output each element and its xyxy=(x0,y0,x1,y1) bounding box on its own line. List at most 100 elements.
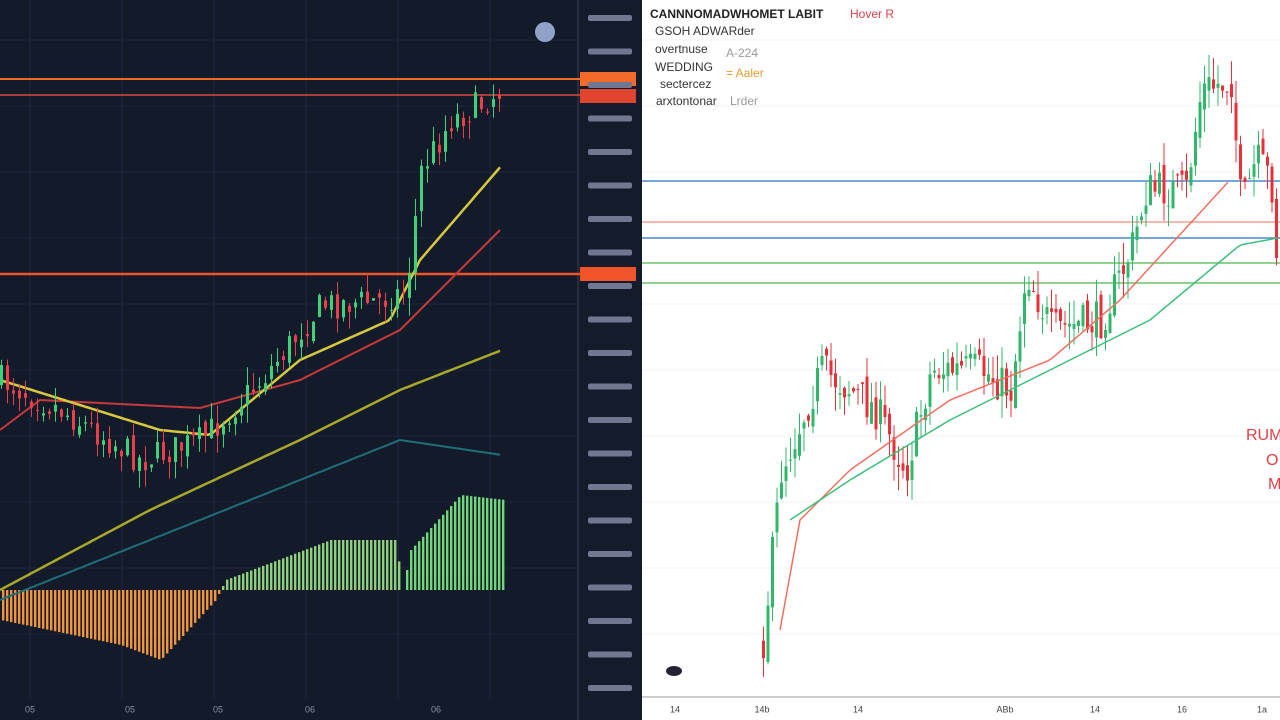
histogram-bar xyxy=(114,590,117,644)
candle-body xyxy=(90,422,93,424)
candle-body xyxy=(802,422,806,429)
candle-body xyxy=(414,216,417,273)
candle-body xyxy=(1063,323,1067,325)
candle-body xyxy=(180,442,183,451)
candle-body xyxy=(955,363,959,375)
histogram-bar xyxy=(134,590,137,651)
histogram-bar xyxy=(246,572,249,590)
axis-label xyxy=(588,182,632,189)
candle-body xyxy=(843,387,846,398)
candle-body xyxy=(306,333,309,337)
candle-body xyxy=(354,302,357,308)
candle-body xyxy=(468,121,471,123)
axis-label xyxy=(588,115,632,122)
candle-body xyxy=(919,415,923,417)
histogram-bar xyxy=(278,559,281,590)
candle-body xyxy=(1243,177,1247,182)
candle-body xyxy=(991,378,995,383)
candle-body xyxy=(252,389,255,392)
axis-label xyxy=(588,618,632,624)
axis-label xyxy=(588,383,632,390)
x-tick-label: 05 xyxy=(213,704,223,714)
candle-body xyxy=(270,365,273,380)
candle-body xyxy=(264,383,267,392)
candle-body xyxy=(216,423,219,436)
candle-body xyxy=(1000,367,1004,397)
candle-body xyxy=(408,272,411,298)
histogram-bar xyxy=(374,540,377,590)
histogram-bar xyxy=(6,590,9,622)
histogram-bar xyxy=(202,590,205,615)
histogram-bar xyxy=(306,549,309,590)
candle-body xyxy=(192,431,195,436)
x-tick-label: 14 xyxy=(1090,704,1100,714)
candle-body xyxy=(1207,77,1211,91)
histogram-bar xyxy=(334,540,337,590)
axis-label xyxy=(588,651,632,658)
candle-body xyxy=(924,408,927,421)
candle-body xyxy=(973,353,977,360)
histogram-bar xyxy=(166,590,169,654)
candle-body xyxy=(294,335,297,343)
histogram-bar xyxy=(314,546,317,590)
candle-body xyxy=(102,440,105,445)
histogram-bar xyxy=(398,561,401,590)
histogram-bar xyxy=(230,578,233,590)
candle-body xyxy=(372,298,375,301)
candle-body xyxy=(969,353,972,359)
candle-body xyxy=(1171,181,1175,209)
candle-body xyxy=(1135,226,1139,241)
candle-body xyxy=(450,128,453,132)
candle-body xyxy=(498,94,501,99)
moving-average xyxy=(0,349,501,592)
candle-body xyxy=(126,438,129,456)
axis-label xyxy=(588,685,632,691)
candle-body xyxy=(798,434,801,456)
x-tick-label: 06 xyxy=(305,704,315,714)
candle-body xyxy=(486,111,489,113)
logo xyxy=(666,666,682,676)
histogram-bar xyxy=(310,547,313,590)
candle-body xyxy=(1239,144,1242,180)
candle-body xyxy=(1176,174,1179,176)
candle-body xyxy=(874,397,878,430)
histogram-bar xyxy=(22,590,25,625)
axis-label xyxy=(588,283,632,289)
histogram-bar xyxy=(150,590,153,657)
histogram-bar xyxy=(434,523,437,590)
histogram-bar xyxy=(470,496,473,590)
histogram-bar xyxy=(290,555,293,590)
histogram-bar xyxy=(214,590,217,602)
histogram-bar xyxy=(430,528,433,590)
candle-body xyxy=(1225,91,1229,93)
histogram-bar xyxy=(346,540,349,590)
settings-icon[interactable] xyxy=(535,22,555,42)
candle-body xyxy=(816,367,819,402)
candle-body xyxy=(793,449,797,459)
histogram-bar xyxy=(286,556,289,590)
histogram-bar xyxy=(378,540,381,590)
candle-body xyxy=(1072,323,1076,329)
candle-body xyxy=(336,294,339,319)
candle-body xyxy=(288,336,291,363)
annotation: O xyxy=(1266,452,1278,469)
histogram-bar xyxy=(354,540,357,590)
candle-body xyxy=(1230,84,1233,98)
axis-label xyxy=(588,517,632,524)
axis-label xyxy=(588,82,632,88)
histogram-bar xyxy=(358,540,361,590)
candle-body xyxy=(1185,170,1188,180)
axis-label xyxy=(588,350,632,356)
candle-body xyxy=(1014,361,1017,408)
candle-body xyxy=(1059,309,1062,321)
legend-item: Lrder xyxy=(730,94,758,108)
price-axis xyxy=(578,0,642,720)
candle-body xyxy=(834,373,837,388)
candle-body xyxy=(108,439,111,454)
x-tick-label: 05 xyxy=(125,704,135,714)
price-tag xyxy=(580,267,636,281)
candle-body xyxy=(258,386,261,388)
candle-body xyxy=(138,457,141,472)
histogram-bar xyxy=(86,590,89,638)
candle-body xyxy=(318,294,321,318)
